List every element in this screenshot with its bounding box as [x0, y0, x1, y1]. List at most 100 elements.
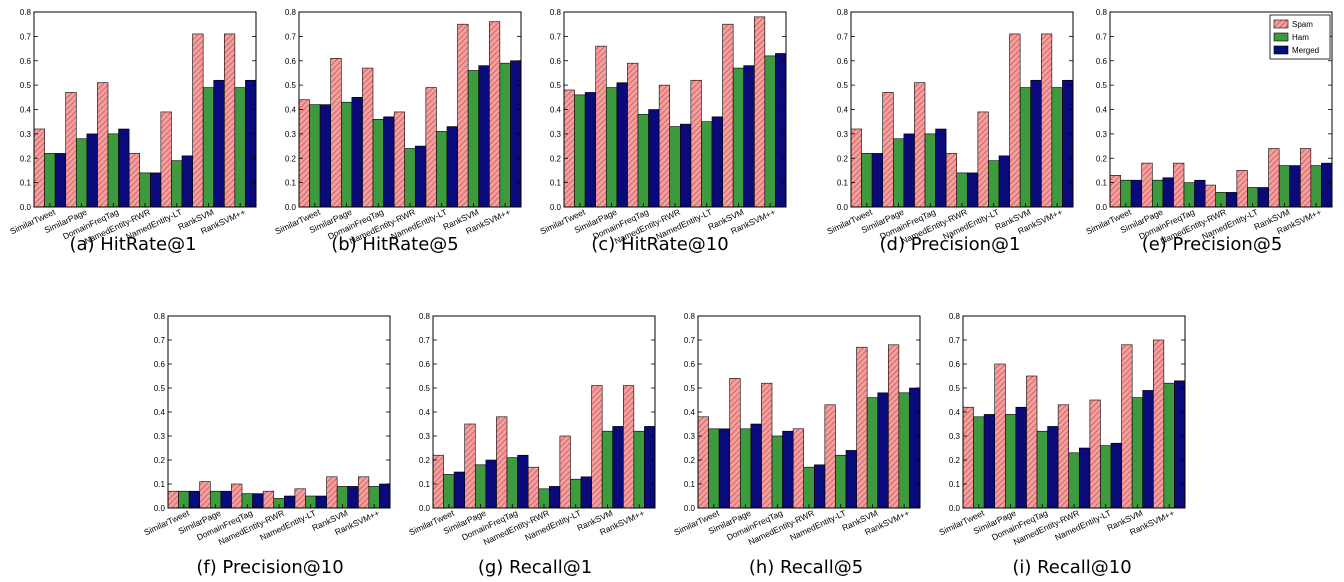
- bar-merged: [351, 97, 363, 208]
- bar-ham: [708, 428, 720, 509]
- bar-spam: [1089, 399, 1101, 509]
- bar-merged: [648, 109, 660, 208]
- bar-spam: [559, 435, 571, 509]
- y-tick-label: 0.8: [1096, 8, 1108, 17]
- bar-ham: [499, 62, 511, 208]
- bar-spam: [294, 488, 306, 509]
- y-tick-label: 0.6: [837, 57, 849, 66]
- bar-spam: [262, 490, 275, 509]
- bar-spam: [362, 67, 374, 208]
- y-tick-label: 0.2: [285, 154, 297, 163]
- bar-merged: [383, 116, 395, 208]
- bar-spam: [231, 483, 243, 509]
- bar-merged: [453, 471, 466, 509]
- y-tick-label: 0.3: [550, 130, 562, 139]
- bar-merged: [220, 490, 232, 509]
- y-tick-label: 0.4: [419, 408, 431, 417]
- y-tick-label: 0.5: [285, 81, 297, 90]
- y-tick-label: 0.5: [949, 384, 961, 393]
- bar-ham: [506, 457, 518, 509]
- bar-spam: [326, 476, 338, 509]
- y-tick-label: 0.1: [285, 179, 297, 188]
- bar-spam: [690, 79, 702, 208]
- bar-merged: [245, 79, 257, 208]
- bar-ham: [1100, 445, 1112, 509]
- bar-spam: [199, 481, 211, 509]
- bar-spam: [223, 33, 236, 208]
- bar-merged: [845, 450, 857, 509]
- y-tick-label: 0.2: [20, 154, 32, 163]
- y-tick-label: 0.7: [949, 336, 961, 345]
- y-tick-label: 0.2: [1096, 154, 1108, 163]
- bar-merged: [877, 392, 889, 509]
- bar-merged: [478, 65, 490, 208]
- y-tick-label: 0.2: [419, 456, 431, 465]
- y-tick-label: 0.3: [1096, 130, 1108, 139]
- y-tick-label: 0.8: [949, 312, 961, 321]
- bar-spam: [697, 416, 709, 509]
- bar-spam: [1268, 148, 1280, 208]
- bar-ham: [309, 104, 321, 208]
- bar-ham: [139, 172, 151, 208]
- bar-ham: [372, 118, 384, 208]
- panel-caption: (g) Recall@1: [478, 557, 592, 578]
- chart-panel: 0.00.10.20.30.40.50.60.70.8SimilarTweetS…: [937, 312, 1186, 578]
- panel-caption: (a) HitRate@1: [69, 234, 196, 255]
- chart-panel: 0.00.10.20.30.40.50.60.70.8SimilarTweetS…: [672, 312, 921, 578]
- bar-ham: [75, 138, 88, 208]
- bar-spam: [1141, 162, 1153, 208]
- y-tick-label: 0.8: [20, 8, 32, 17]
- y-tick-label: 0.3: [285, 130, 297, 139]
- y-tick-label: 0.7: [20, 32, 32, 41]
- bar-merged: [966, 172, 979, 208]
- y-tick-label: 0.7: [837, 32, 849, 41]
- bar-merged: [485, 459, 497, 509]
- y-tick-label: 0.1: [684, 480, 696, 489]
- bar-ham: [404, 148, 416, 208]
- bar-spam: [945, 153, 958, 208]
- y-tick-label: 0.8: [550, 8, 562, 17]
- bar-spam: [1204, 184, 1217, 208]
- y-tick-label: 0.6: [20, 57, 32, 66]
- y-tick-label: 0.3: [949, 432, 961, 441]
- y-tick-label: 0.0: [684, 504, 696, 513]
- bar-merged: [711, 116, 723, 208]
- bar-spam: [393, 111, 406, 208]
- bar-ham: [443, 474, 455, 509]
- bar-merged: [1130, 179, 1143, 208]
- legend-swatch: [1273, 45, 1289, 55]
- bar-spam: [457, 23, 469, 208]
- y-tick-label: 0.7: [684, 336, 696, 345]
- bar-spam: [1236, 170, 1248, 208]
- bar-ham: [436, 131, 448, 208]
- bar-merged: [414, 145, 427, 208]
- bar-spam: [1173, 162, 1185, 208]
- bar-merged: [118, 128, 130, 208]
- bar-merged: [1174, 380, 1186, 509]
- y-tick-label: 0.4: [550, 106, 562, 115]
- y-tick-label: 0.4: [1096, 106, 1108, 115]
- bar-ham: [739, 428, 752, 509]
- panel-caption: (d) Precision@1: [880, 234, 1021, 255]
- bar-merged: [1162, 177, 1174, 208]
- y-tick-label: 0.3: [684, 432, 696, 441]
- panel-caption: (i) Recall@10: [1012, 557, 1131, 578]
- y-tick-label: 0.1: [154, 480, 166, 489]
- y-tick-label: 0.2: [949, 456, 961, 465]
- plot-frame: [167, 315, 391, 509]
- y-tick-label: 0.4: [684, 408, 696, 417]
- bar-spam: [1109, 175, 1121, 208]
- bar-spam: [722, 23, 734, 208]
- bar-ham: [467, 70, 480, 208]
- bar-merged: [580, 476, 592, 509]
- bar-spam: [622, 385, 635, 509]
- bar-merged: [1225, 192, 1238, 208]
- bar-ham: [1278, 165, 1291, 208]
- bar-ham: [1310, 165, 1322, 208]
- y-tick-label: 0.5: [154, 384, 166, 393]
- bar-spam: [527, 466, 540, 509]
- bar-spam: [33, 128, 45, 208]
- y-tick-label: 0.0: [154, 504, 166, 513]
- bar-ham: [764, 55, 776, 208]
